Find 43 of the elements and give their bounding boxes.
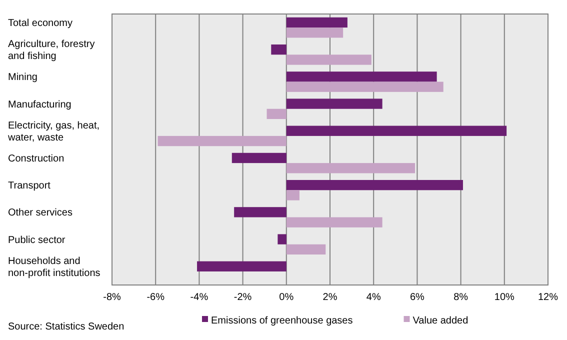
x-tick-label: 4% (366, 292, 381, 304)
y-tick-label: Mining (8, 72, 38, 84)
bar (286, 82, 444, 92)
y-tick-label: Manufacturing (8, 99, 72, 110)
bar (286, 28, 344, 38)
y-tick-label: Public sector (8, 234, 66, 246)
y-tick-label: Construction (8, 153, 64, 164)
bar (286, 126, 507, 136)
x-tick-label: -2% (234, 292, 252, 304)
y-tick-label: Agriculture, forestry and fishing (8, 39, 95, 62)
x-tick-label: 6% (410, 292, 425, 304)
bar (286, 244, 326, 255)
x-tick-label: -6% (146, 292, 165, 304)
bar (158, 136, 286, 146)
y-tick-label: Other services (8, 208, 72, 219)
bar (286, 98, 382, 109)
source-note: Source: Statistics Sweden (8, 322, 124, 332)
x-tick-label: 0% (279, 292, 294, 304)
bar (286, 190, 300, 200)
bar (266, 108, 286, 120)
bar (271, 44, 286, 55)
bar (232, 152, 286, 164)
bar (286, 54, 372, 65)
x-tick-label: -8% (103, 292, 121, 304)
y-tick-label: Electricity, gas, heat, water, waste (7, 120, 100, 144)
bar (278, 234, 286, 244)
bar (286, 72, 437, 82)
x-tick-label: 2% (322, 292, 338, 304)
y-tick-label: Transport (8, 180, 51, 192)
x-tick-label: 8% (454, 292, 468, 304)
bar (286, 17, 348, 28)
legend-label: Value added (412, 316, 468, 326)
bar (286, 180, 463, 190)
bar (286, 163, 416, 174)
bar (234, 207, 286, 218)
legend-label: Emissions of greenhouse gases (211, 316, 353, 326)
x-tick-label: 10% (494, 292, 515, 304)
bar (286, 217, 382, 228)
y-tick-label: Households and non-profit institutions (8, 256, 100, 279)
x-tick-label: 12% (538, 292, 558, 304)
bar (197, 261, 286, 272)
x-tick-label: -4% (190, 292, 208, 304)
y-tick-label: Total economy (8, 18, 72, 29)
